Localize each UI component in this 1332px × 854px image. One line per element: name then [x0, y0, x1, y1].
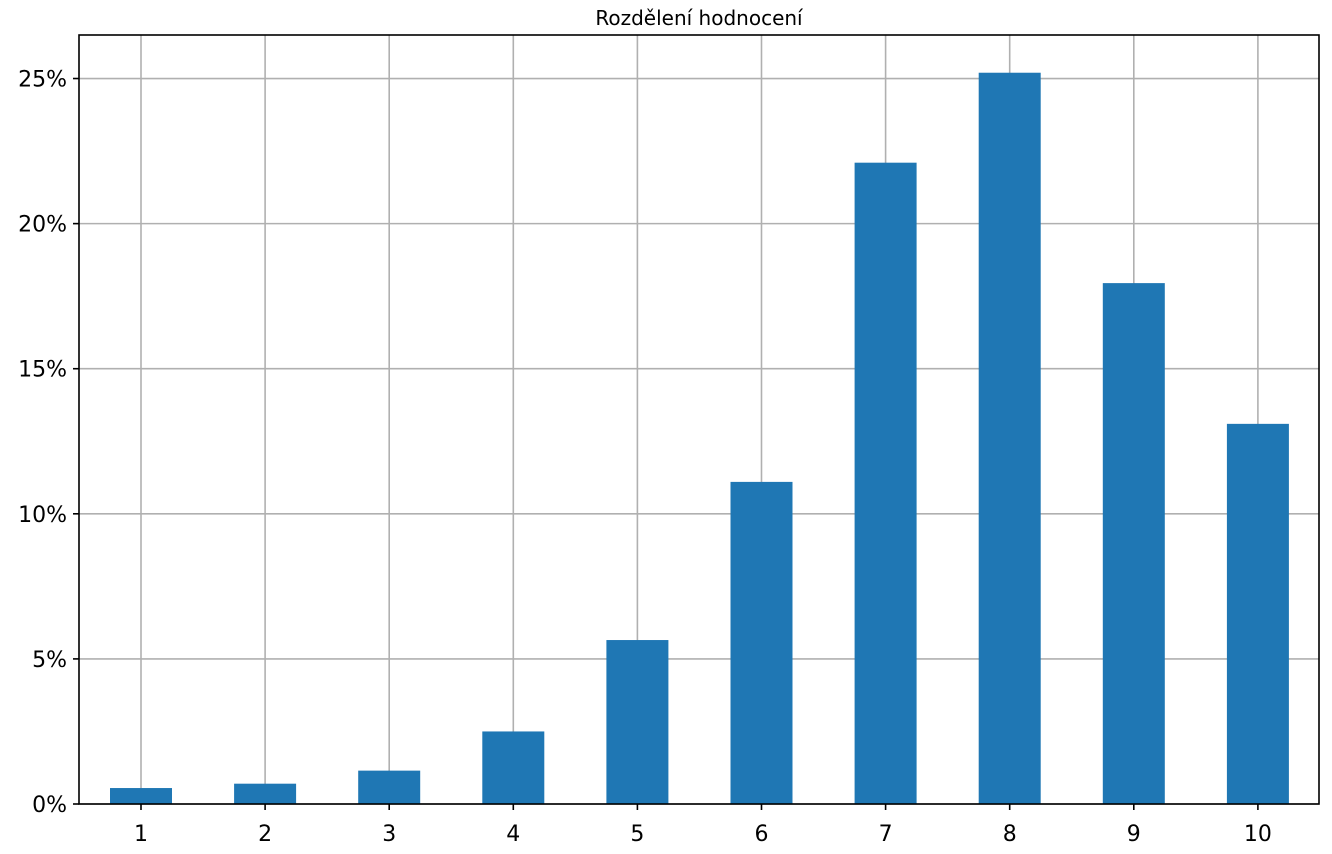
x-tick-label: 5: [630, 822, 644, 847]
bar-2: [234, 783, 297, 804]
bar-9: [1102, 283, 1165, 804]
y-tick-label: 5%: [32, 648, 67, 673]
x-tick-label: 10: [1244, 822, 1272, 847]
chart-title: Rozdělení hodnocení: [595, 6, 804, 30]
y-tick-label: 10%: [18, 503, 67, 528]
x-tick-label: 8: [1003, 822, 1017, 847]
x-tick-label: 6: [755, 822, 769, 847]
x-tick-label: 1: [134, 822, 148, 847]
y-tick-label: 0%: [32, 793, 67, 818]
y-tick-label: 20%: [18, 213, 67, 238]
x-tick-label: 3: [382, 822, 396, 847]
x-tick-label: 9: [1127, 822, 1141, 847]
x-tick-label: 7: [879, 822, 893, 847]
bar-10: [1226, 423, 1289, 804]
y-tick-label: 15%: [18, 358, 67, 383]
x-tick-label: 4: [506, 822, 520, 847]
bar-5: [606, 640, 669, 804]
bar-1: [110, 788, 172, 804]
bars: [110, 72, 1289, 805]
bar-3: [358, 770, 421, 804]
bar-6: [730, 481, 793, 804]
bar-7: [854, 162, 917, 805]
plot-frame: [78, 34, 1320, 805]
x-tick-label: 2: [258, 822, 272, 847]
bar-4: [482, 731, 545, 804]
axes: 0% 5% 10% 15% 20% 25% 1 2 3 4 5 6 7 8 9 10: [18, 68, 1272, 847]
y-tick-label: 25%: [18, 68, 67, 93]
bar-8: [978, 72, 1041, 804]
